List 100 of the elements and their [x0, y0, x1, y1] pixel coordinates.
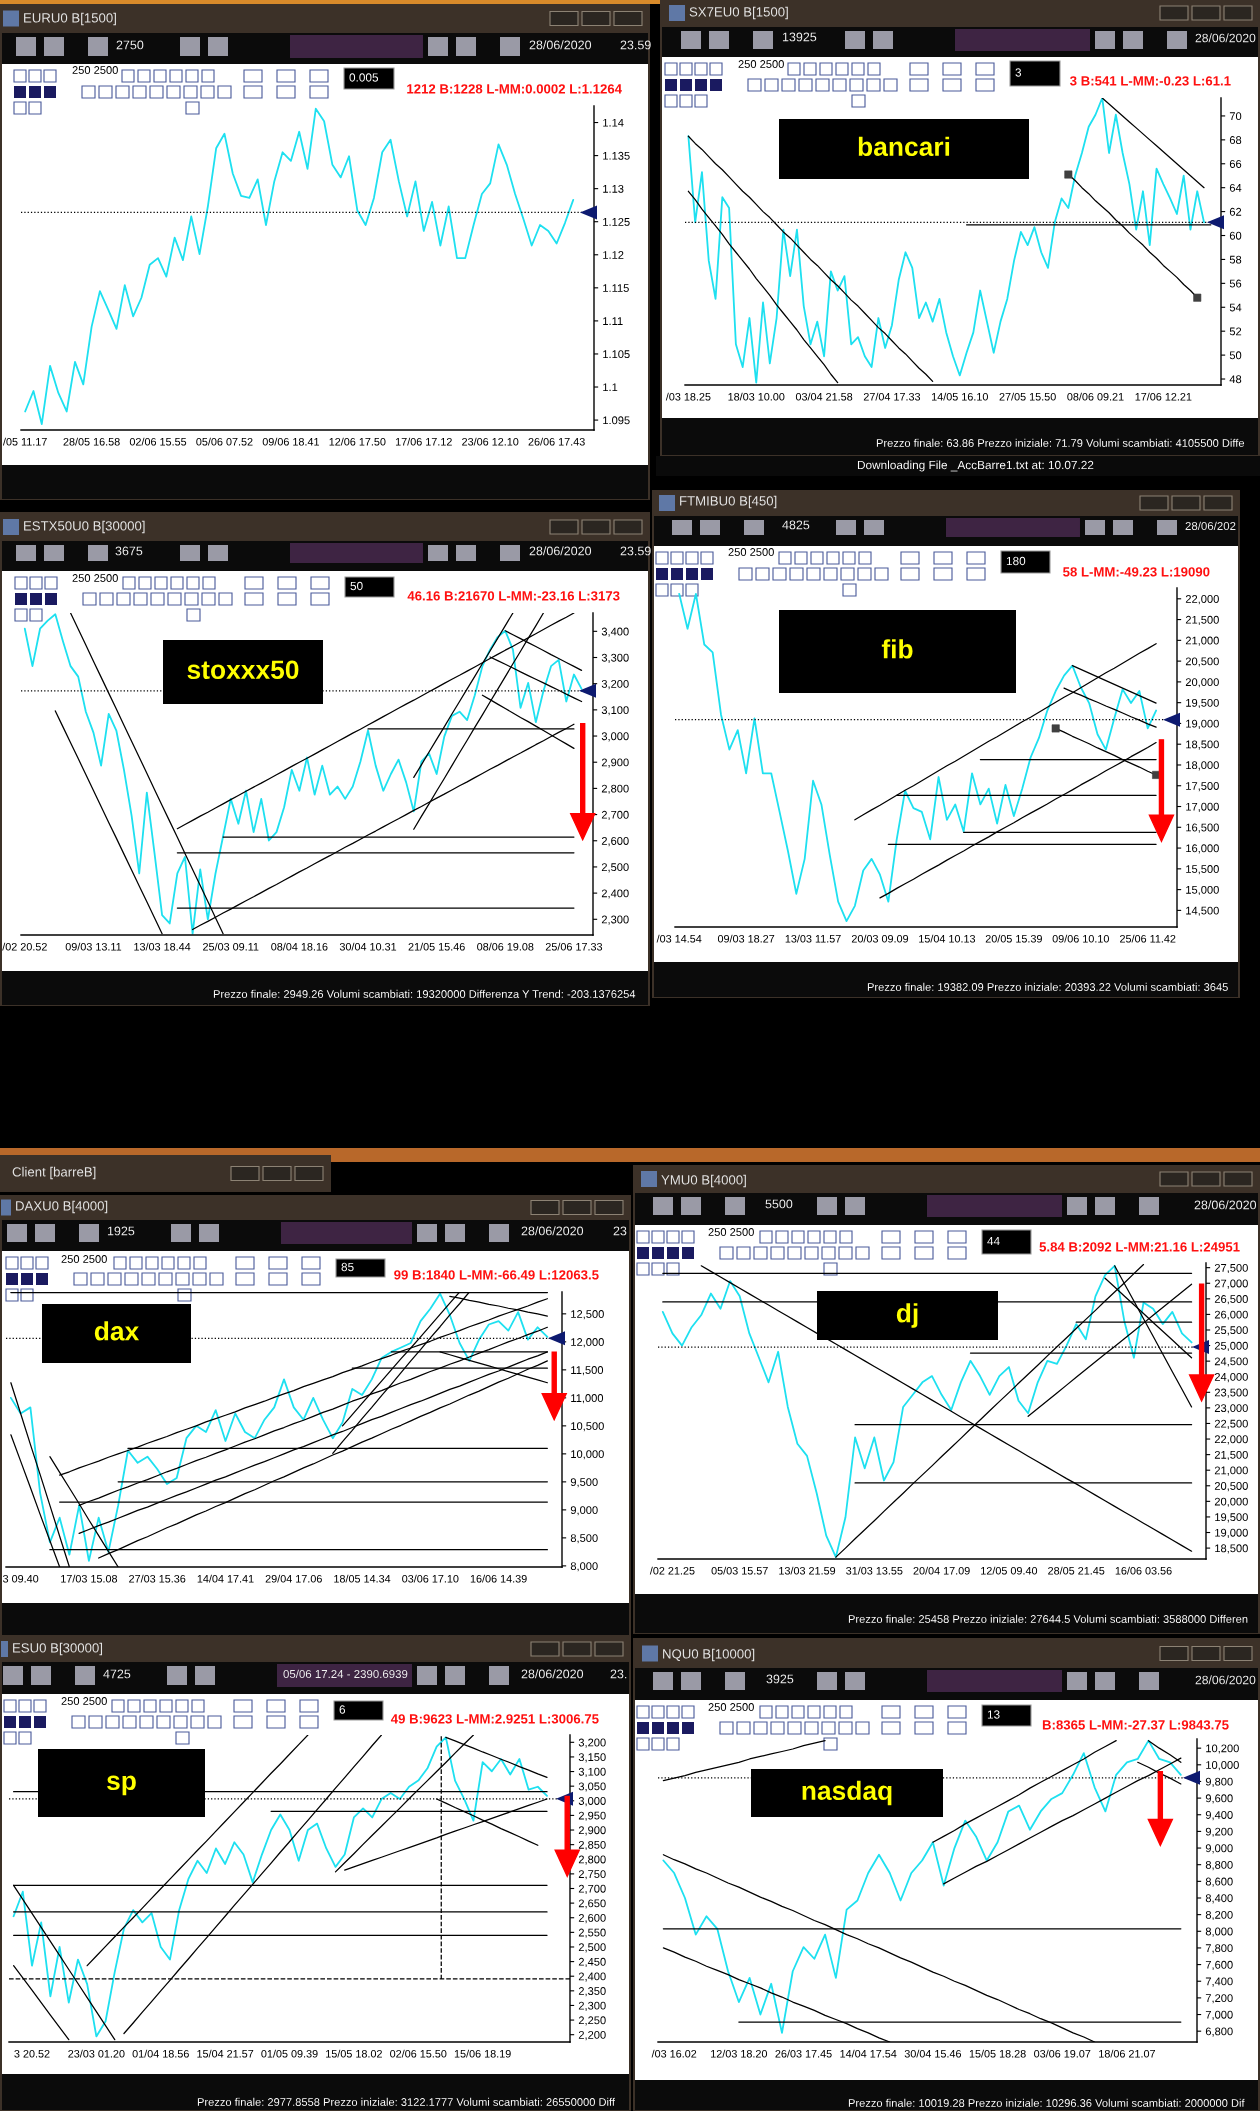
y-tick-label: 9,500 [570, 1478, 598, 1488]
y-tick-label: 19,500 [1215, 1513, 1248, 1523]
text: 28/06/2020 [529, 546, 592, 556]
text: 250 2500 [61, 1255, 107, 1263]
x-tick-label: 27/03 15.36 [129, 1574, 186, 1583]
x-tick-label: 15/04 10.13 [919, 934, 976, 943]
x-tick-label: 28/05 21.45 [1048, 1566, 1105, 1575]
y-tick-label: 2,700 [601, 810, 629, 821]
y-tick-label: 2,450 [578, 1957, 606, 1968]
y-tick-label: 1.115 [603, 284, 629, 292]
x-tick-label: 01/05 09.39 [261, 2049, 318, 2058]
text: 28/06/202 [1185, 521, 1236, 531]
x-tick-label: 15/06 18.19 [454, 2049, 511, 2058]
x-tick-label: 27/05 15.50 [999, 392, 1056, 401]
x-tick-label: 23/03 01.20 [68, 2049, 125, 2058]
y-tick-label: 3,100 [601, 706, 629, 716]
y-tick-label: 7,000 [1205, 2010, 1233, 2020]
y-tick-label: 22,000 [1185, 595, 1219, 605]
x-tick-label: 25/06 11.42 [1120, 934, 1176, 943]
x-tick-label: 26/06 17.43 [528, 437, 585, 446]
x-tick-label: 09/03 13.11 [65, 942, 122, 951]
y-tick-label: 21,000 [1214, 1466, 1248, 1476]
y-tick-label: 3,000 [601, 732, 629, 742]
y-tick-label: 12,500 [571, 1310, 604, 1320]
x-tick-label: 27/04 17.33 [863, 392, 921, 401]
y-tick-label: 17,000 [1186, 802, 1219, 812]
y-tick-label: 2,550 [578, 1928, 606, 1938]
y-tick-label: 2,400 [578, 1972, 606, 1982]
text: Prezzo finale: 25458 Prezzo iniziale: 27644.5 Volumi scambiati: 3588000 Differen [848, 1614, 1248, 1623]
y-tick-label: 68 [1229, 136, 1242, 144]
y-tick-label: 64 [1229, 183, 1242, 192]
y-tick-label: 9,400 [1205, 1811, 1233, 1821]
text: Prezzo finale: 19382.09 Prezzo iniziale: 20393.22 Volumi scambiati: 3645 [867, 982, 1228, 991]
y-tick-label: 62 [1229, 207, 1242, 216]
y-tick-label: 7,600 [1205, 1960, 1233, 1971]
x-tick-label: 02/06 15.50 [390, 2049, 447, 2058]
y-tick-label: 8,200 [1205, 1910, 1233, 1921]
x-tick-label: 08/04 18.16 [271, 942, 328, 951]
x-tick-label: 20/03 09.09 [851, 934, 909, 943]
x-tick-label: 02/06 15.55 [129, 437, 187, 446]
y-tick-label: 9,200 [1205, 1827, 1233, 1837]
y-tick-label: 2,600 [601, 837, 629, 847]
annotation: fib [881, 639, 913, 659]
text: 250 2500 [61, 1697, 107, 1705]
y-tick-label: 19,000 [1186, 719, 1219, 729]
chart-title: ESU0 B[30000] [13, 1642, 103, 1656]
text: 28/06/2020 [529, 40, 592, 50]
annotation: bancari [858, 136, 950, 157]
y-tick-label: 2,950 [578, 1811, 606, 1821]
y-tick-label: 3,000 [578, 1797, 606, 1807]
y-tick-label: 20,000 [1185, 678, 1219, 688]
text: 5500 [765, 1199, 793, 1209]
text: 28/06/2020 [1195, 1675, 1256, 1685]
y-tick-label: 3,100 [578, 1767, 606, 1777]
x-tick-label: 15/05 18.28 [969, 2049, 1026, 2058]
text: Prezzo finale: 10019.28 Prezzo iniziale: 10296.36 Volumi scambiati: 2000000 Dif [848, 2098, 1245, 2107]
y-tick-label: 20,500 [1214, 1482, 1248, 1492]
y-tick-label: 3,200 [578, 1738, 606, 1748]
x-tick-label: 12/05 09.40 [981, 1566, 1038, 1575]
x-tick-label: 18/06 21.07 [1099, 2049, 1155, 2058]
text: 250 2500 [708, 1228, 754, 1236]
text: 250 2500 [72, 574, 118, 582]
x-tick-label: 3 09.40 [2, 1574, 39, 1583]
y-tick-label: 7,800 [1205, 1944, 1233, 1954]
y-tick-label: 9,600 [1205, 1794, 1233, 1804]
text: 6 [339, 1705, 346, 1714]
y-tick-label: 1.125 [603, 217, 630, 226]
y-tick-label: 3,200 [601, 679, 629, 690]
chart-subtitle: 3 B:541 L-MM:-0.23 L:61.1 [1070, 76, 1231, 86]
x-tick-label: 29/04 17.06 [265, 1574, 322, 1583]
y-tick-label: 1.13 [603, 184, 624, 193]
chart-title: EURU0 B[1500] [24, 12, 116, 26]
text: 4825 [782, 520, 810, 530]
y-tick-label: 19,000 [1215, 1528, 1248, 1538]
y-tick-label: 1.095 [603, 416, 630, 425]
text: 4725 [103, 1669, 131, 1679]
text: 85 [341, 1262, 354, 1272]
y-tick-label: 22,000 [1214, 1435, 1248, 1445]
text: 28/06/2020 [521, 1669, 584, 1679]
x-tick-label: 03/06 17.10 [402, 1574, 459, 1583]
x-tick-label: 25/03 09.11 [203, 942, 259, 951]
y-tick-label: 70 [1229, 112, 1242, 121]
text: Client [barreB] [12, 1166, 96, 1180]
text: 3 [1015, 68, 1022, 77]
y-tick-label: 2,900 [601, 758, 629, 768]
y-tick-label: 58 [1229, 255, 1242, 264]
chart-subtitle: B:8365 L-MM:-27.37 L:9843.75 [1042, 1720, 1229, 1730]
x-tick-label: /03 14.54 [656, 934, 702, 943]
x-tick-label: 26/03 17.45 [775, 2049, 832, 2058]
y-tick-label: 2,900 [578, 1826, 606, 1836]
y-tick-label: 23,000 [1214, 1404, 1248, 1414]
y-tick-label: 2,200 [578, 2030, 606, 2041]
y-tick-label: 27,000 [1214, 1279, 1248, 1289]
x-tick-label: 20/05 15.39 [985, 934, 1042, 943]
chart-subtitle: 5.84 B:2092 L-MM:21.16 L:24951 [1039, 1242, 1240, 1252]
x-tick-label: 18/05 14.34 [334, 1574, 391, 1583]
chart-title: SX7EU0 B[1500] [689, 6, 788, 20]
y-tick-label: 1.12 [603, 251, 624, 259]
y-tick-label: 10,000 [1206, 1761, 1239, 1771]
y-tick-label: 60 [1229, 231, 1242, 240]
